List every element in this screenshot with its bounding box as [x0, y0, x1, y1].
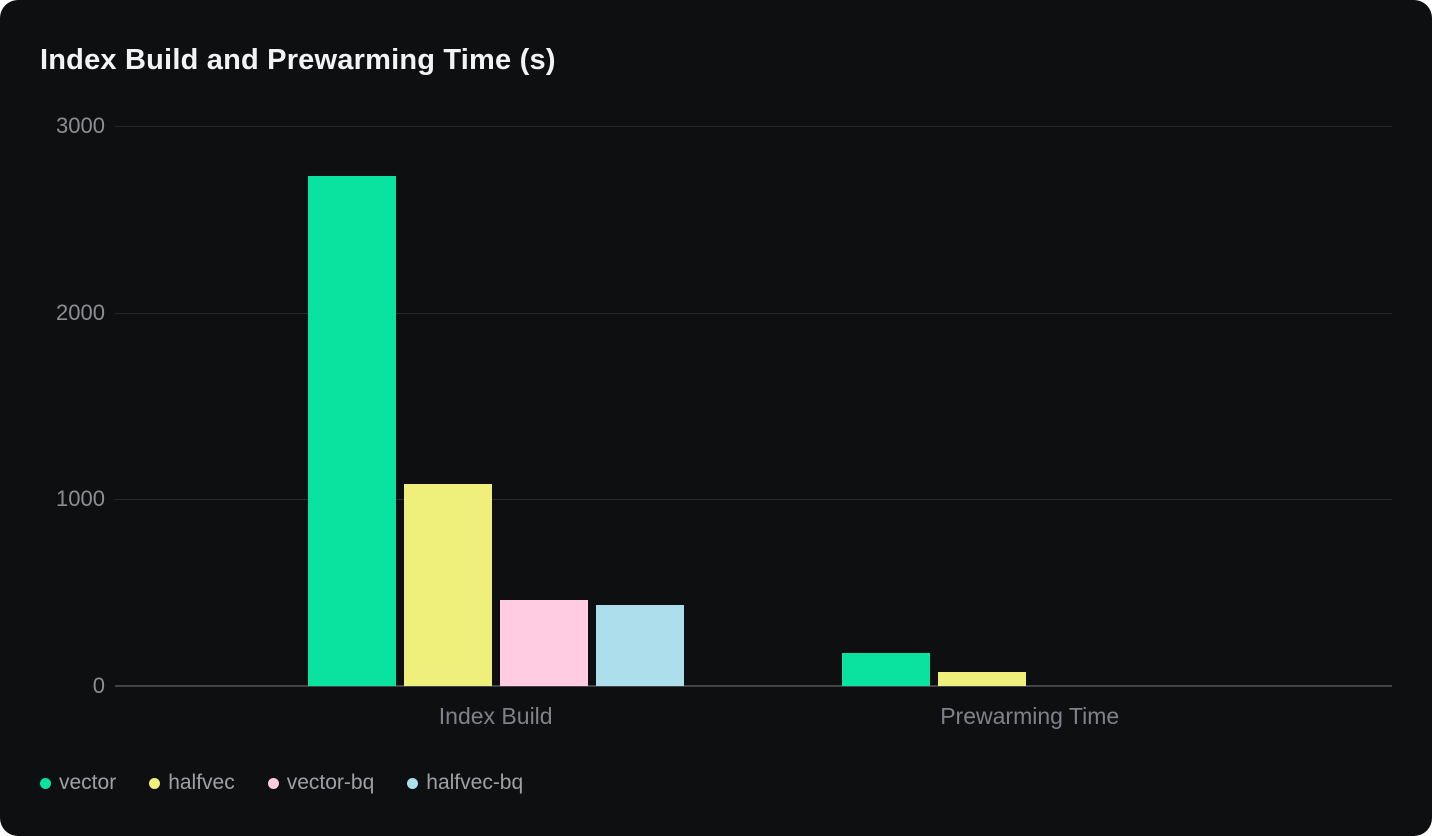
- x-axis-line: [115, 685, 1392, 687]
- chart-title: Index Build and Prewarming Time (s): [40, 44, 556, 76]
- legend: vector halfvec vector-bq halfvec-bq: [40, 770, 523, 796]
- x-axis-label-prewarming-time: Prewarming Time: [940, 703, 1120, 729]
- bar-halfvec-bq-index-build: [595, 604, 684, 686]
- legend-item-vector-bq[interactable]: vector-bq: [267, 770, 375, 796]
- legend-label: halfvec: [168, 771, 235, 794]
- y-tick-label-1000: 1000: [56, 486, 105, 512]
- legend-item-halfvec-bq[interactable]: halfvec-bq: [407, 770, 523, 796]
- bar-vector-bq-index-build: [499, 600, 588, 686]
- y-tick-label-2000: 2000: [56, 299, 105, 325]
- legend-dot-halfvec: [149, 777, 161, 789]
- legend-dot-vector-bq: [267, 777, 279, 789]
- y-tick-label-3000: 3000: [56, 113, 105, 138]
- bar-halfvec-index-build: [403, 484, 492, 686]
- legend-dot-halfvec-bq: [407, 777, 419, 789]
- legend-label: vector: [59, 771, 117, 794]
- y-tick-label-0: 0: [92, 673, 105, 698]
- bar-vector-prewarming-time: [841, 652, 930, 686]
- bar-vector-index-build: [307, 176, 396, 686]
- legend-label: vector-bq: [286, 771, 375, 794]
- legend-label: halfvec-bq: [426, 771, 524, 794]
- gridline-1000: [115, 499, 1392, 501]
- gridline-3000: [115, 126, 1392, 127]
- legend-item-vector[interactable]: vector: [40, 770, 116, 796]
- x-axis-label-index-build: Index Build: [438, 703, 553, 729]
- legend-item-halfvec[interactable]: halfvec: [149, 770, 235, 796]
- gridline-2000: [115, 312, 1392, 314]
- bar-halfvec-prewarming-time: [937, 671, 1026, 686]
- legend-dot-vector: [40, 777, 51, 789]
